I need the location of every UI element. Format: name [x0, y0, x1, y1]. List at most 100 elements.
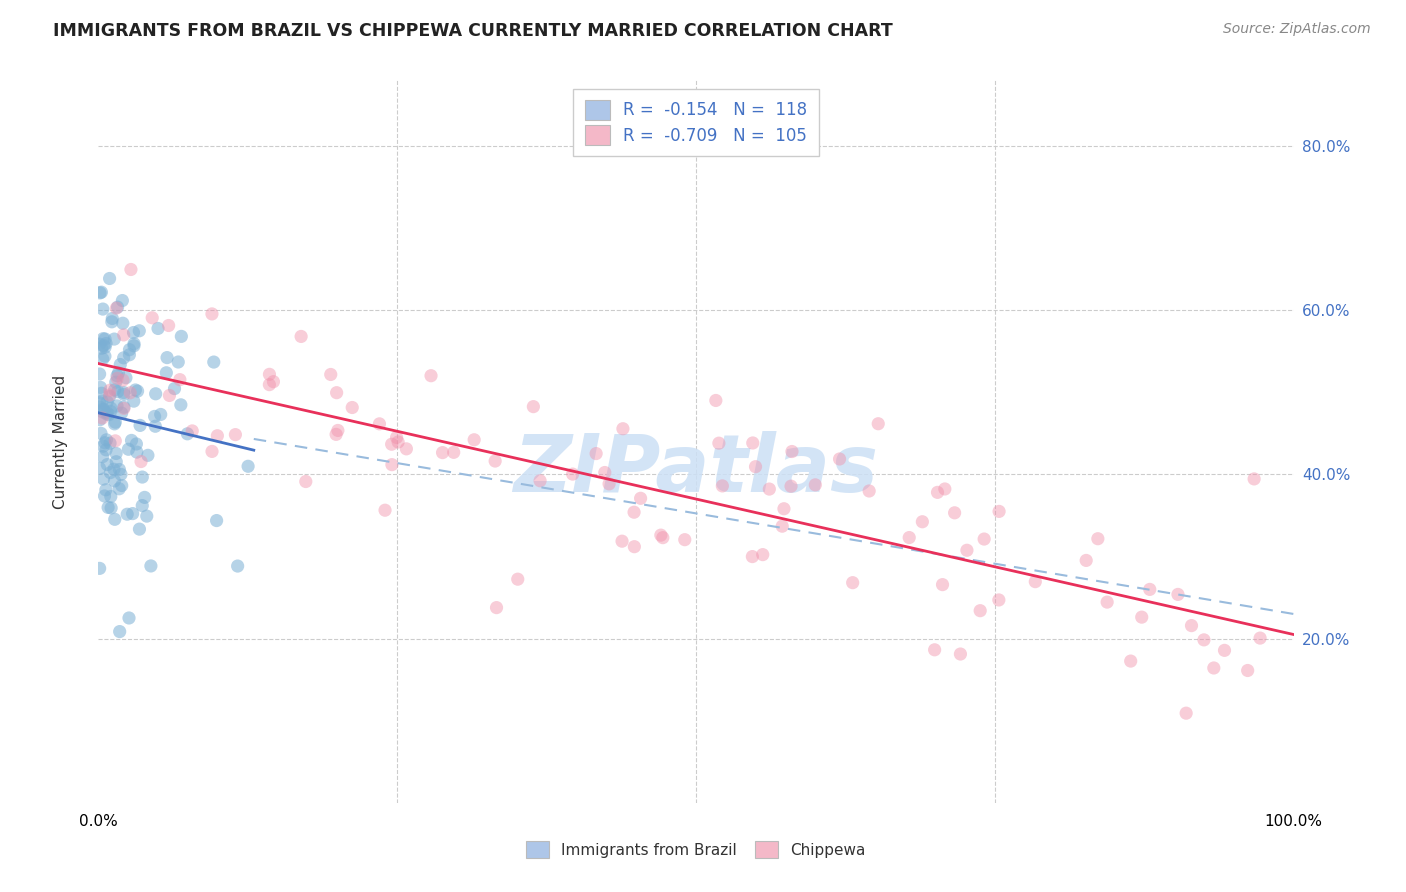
Point	[122, 326, 145, 340]
Point	[118, 611, 141, 625]
Point	[100, 500, 122, 515]
Point	[1175, 706, 1198, 721]
Point	[89, 561, 111, 575]
Point	[156, 351, 179, 365]
Point	[741, 436, 763, 450]
Point	[103, 474, 125, 488]
Point	[176, 426, 198, 441]
Point	[89, 396, 111, 410]
Point	[97, 408, 120, 422]
Point	[112, 387, 135, 401]
Point	[1180, 618, 1202, 632]
Point	[169, 373, 191, 387]
Point	[1130, 610, 1153, 624]
Point	[104, 512, 127, 526]
Point	[236, 459, 259, 474]
Point	[90, 341, 112, 355]
Point	[294, 475, 316, 489]
Point	[969, 604, 991, 618]
Point	[956, 543, 979, 558]
Point	[704, 393, 727, 408]
Point	[650, 528, 672, 542]
Point	[485, 600, 508, 615]
Point	[118, 348, 141, 362]
Point	[868, 417, 890, 431]
Point	[385, 430, 408, 444]
Point	[98, 384, 121, 398]
Point	[117, 442, 139, 457]
Point	[96, 433, 118, 447]
Point	[143, 409, 166, 424]
Point	[89, 461, 111, 475]
Point	[103, 462, 125, 476]
Point	[93, 403, 115, 417]
Point	[100, 401, 122, 416]
Text: ZIPatlas: ZIPatlas	[513, 432, 879, 509]
Point	[107, 366, 129, 380]
Point	[131, 470, 153, 484]
Point	[93, 489, 115, 503]
Point	[93, 338, 115, 352]
Point	[167, 355, 190, 369]
Point	[159, 388, 181, 402]
Point	[108, 624, 131, 639]
Point	[170, 398, 193, 412]
Point	[205, 514, 228, 528]
Point	[98, 436, 121, 450]
Point	[129, 418, 152, 433]
Text: Source: ZipAtlas.com: Source: ZipAtlas.com	[1223, 22, 1371, 37]
Point	[858, 483, 880, 498]
Point	[96, 406, 118, 420]
Point	[104, 434, 127, 448]
Point	[96, 458, 118, 472]
Point	[97, 500, 120, 515]
Point	[484, 454, 506, 468]
Point	[107, 384, 129, 399]
Point	[561, 467, 583, 482]
Point	[368, 417, 391, 431]
Point	[1213, 643, 1236, 657]
Point	[432, 445, 454, 459]
Point	[94, 336, 117, 351]
Point	[593, 466, 616, 480]
Point	[381, 458, 404, 472]
Point	[758, 482, 780, 496]
Point	[100, 404, 122, 418]
Point	[101, 311, 124, 326]
Point	[262, 375, 284, 389]
Point	[325, 427, 347, 442]
Point	[141, 310, 163, 325]
Point	[89, 367, 111, 381]
Point	[149, 408, 172, 422]
Point	[108, 482, 131, 496]
Point	[112, 401, 135, 415]
Point	[1236, 664, 1258, 678]
Point	[90, 426, 112, 441]
Point	[91, 394, 114, 409]
Point	[125, 445, 148, 459]
Point	[911, 515, 934, 529]
Point	[128, 522, 150, 536]
Point	[91, 351, 114, 366]
Point	[780, 479, 803, 493]
Point	[207, 428, 229, 442]
Point	[112, 385, 135, 400]
Point	[91, 439, 114, 453]
Point	[226, 559, 249, 574]
Point	[163, 382, 186, 396]
Point	[89, 413, 111, 427]
Point	[136, 448, 159, 462]
Point	[381, 437, 404, 451]
Text: Currently Married: Currently Married	[52, 375, 67, 508]
Point	[125, 437, 148, 451]
Point	[111, 478, 134, 492]
Point	[1202, 661, 1225, 675]
Point	[987, 593, 1010, 607]
Point	[201, 307, 224, 321]
Point	[89, 285, 111, 300]
Point	[949, 647, 972, 661]
Point	[112, 327, 135, 342]
Point	[128, 324, 150, 338]
Point	[155, 366, 177, 380]
Point	[90, 285, 112, 300]
